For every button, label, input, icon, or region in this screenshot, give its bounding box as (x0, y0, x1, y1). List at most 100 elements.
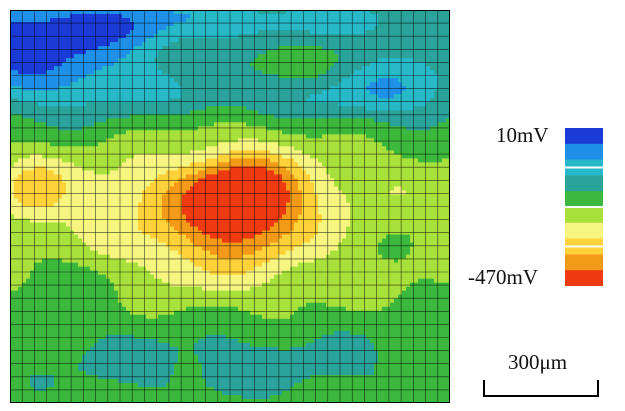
heatmap-cell (410, 70, 415, 75)
heatmap-cell (246, 18, 251, 23)
heatmap-cell (74, 42, 79, 47)
heatmap-cell (194, 98, 199, 103)
heatmap-cell (138, 30, 143, 35)
heatmap-cell (358, 38, 363, 43)
heatmap-cell (74, 154, 79, 159)
heatmap-cell (106, 66, 111, 71)
heatmap-cell (174, 138, 179, 143)
heatmap-cell (402, 38, 407, 43)
heatmap-cell (26, 38, 31, 43)
heatmap-cell (306, 138, 311, 143)
heatmap-cell (138, 102, 143, 107)
heatmap-cell (422, 90, 427, 95)
heatmap-cell (314, 142, 319, 147)
heatmap-cell (110, 162, 115, 167)
heatmap-cell (114, 134, 119, 139)
heatmap-cell (18, 50, 23, 55)
heatmap-cell (274, 62, 279, 67)
heatmap-cell (366, 114, 371, 119)
heatmap-cell (42, 166, 47, 172)
heatmap-cell (94, 70, 99, 75)
heatmap-cell (210, 78, 215, 83)
heatmap-cell (442, 82, 447, 87)
heatmap-cell (102, 90, 107, 95)
heatmap-cell (406, 102, 411, 107)
heatmap-cell (178, 58, 183, 63)
heatmap-cell (322, 42, 327, 47)
heatmap-cell (14, 42, 19, 47)
heatmap-cell (446, 142, 450, 147)
heatmap-cell (178, 18, 183, 23)
heatmap-cell (334, 50, 339, 55)
heatmap-cell (178, 38, 183, 43)
heatmap-cell (170, 58, 175, 63)
heatmap-cell (194, 102, 199, 107)
heatmap-cell (330, 30, 335, 35)
heatmap-cell (370, 114, 375, 119)
heatmap-cell (38, 26, 43, 31)
heatmap-cell (266, 38, 271, 43)
heatmap-cell (178, 182, 183, 188)
heatmap-cell (418, 30, 423, 35)
heatmap-cell (206, 26, 211, 31)
heatmap-cell (70, 150, 75, 155)
heatmap-cell (114, 150, 119, 155)
heatmap-cell (334, 106, 339, 111)
heatmap-cell (406, 142, 411, 147)
heatmap-cell (206, 162, 211, 167)
heatmap-cell (374, 134, 379, 139)
heatmap-cell (254, 14, 259, 19)
heatmap-cell (102, 46, 107, 51)
heatmap-cell (298, 50, 303, 55)
heatmap-cell (110, 78, 115, 83)
heatmap-cell (410, 106, 415, 111)
heatmap-cell (246, 126, 251, 131)
heatmap-cell (42, 26, 47, 31)
heatmap-cell (190, 190, 195, 196)
heatmap-cell (214, 98, 219, 103)
heatmap-cell (394, 158, 399, 163)
heatmap-cell (394, 154, 399, 159)
heatmap-cell (250, 166, 255, 172)
heatmap-cell (394, 130, 399, 135)
heatmap-cell (342, 70, 347, 75)
heatmap-cell (62, 50, 67, 55)
heatmap-cell (198, 10, 203, 15)
heatmap-cell (178, 102, 183, 107)
heatmap-cell (446, 110, 450, 115)
heatmap-cell (378, 26, 383, 31)
heatmap-cell (354, 182, 359, 188)
heatmap-cell (302, 58, 307, 63)
heatmap-cell (246, 90, 251, 95)
heatmap-cell (170, 70, 175, 75)
heatmap-cell (98, 182, 103, 188)
heatmap-cell (230, 18, 235, 23)
heatmap-cell (194, 122, 199, 127)
heatmap-cell (434, 70, 439, 75)
heatmap-cell (402, 22, 407, 27)
heatmap-cell (54, 150, 59, 155)
heatmap-cell (442, 94, 447, 99)
heatmap-cell (370, 30, 375, 35)
heatmap-cell (354, 106, 359, 111)
heatmap-cell (326, 82, 331, 87)
heatmap-cell (250, 26, 255, 31)
heatmap-cell (198, 78, 203, 83)
heatmap-cell (50, 162, 55, 167)
heatmap-cell (258, 46, 263, 51)
heatmap-cell (226, 54, 231, 59)
heatmap-cell (306, 150, 311, 155)
heatmap-cell (162, 42, 167, 47)
heatmap-cell (14, 126, 19, 131)
heatmap-cell (326, 26, 331, 31)
heatmap-cell (62, 126, 67, 131)
heatmap-cell (38, 142, 43, 147)
heatmap-cell (50, 22, 55, 27)
heatmap-cell (202, 182, 207, 188)
heatmap-cell (266, 66, 271, 71)
heatmap-cell (358, 174, 363, 180)
heatmap-cell (138, 22, 143, 27)
heatmap-cell (254, 134, 259, 139)
heatmap-cell (334, 26, 339, 31)
heatmap-cell (110, 138, 115, 143)
